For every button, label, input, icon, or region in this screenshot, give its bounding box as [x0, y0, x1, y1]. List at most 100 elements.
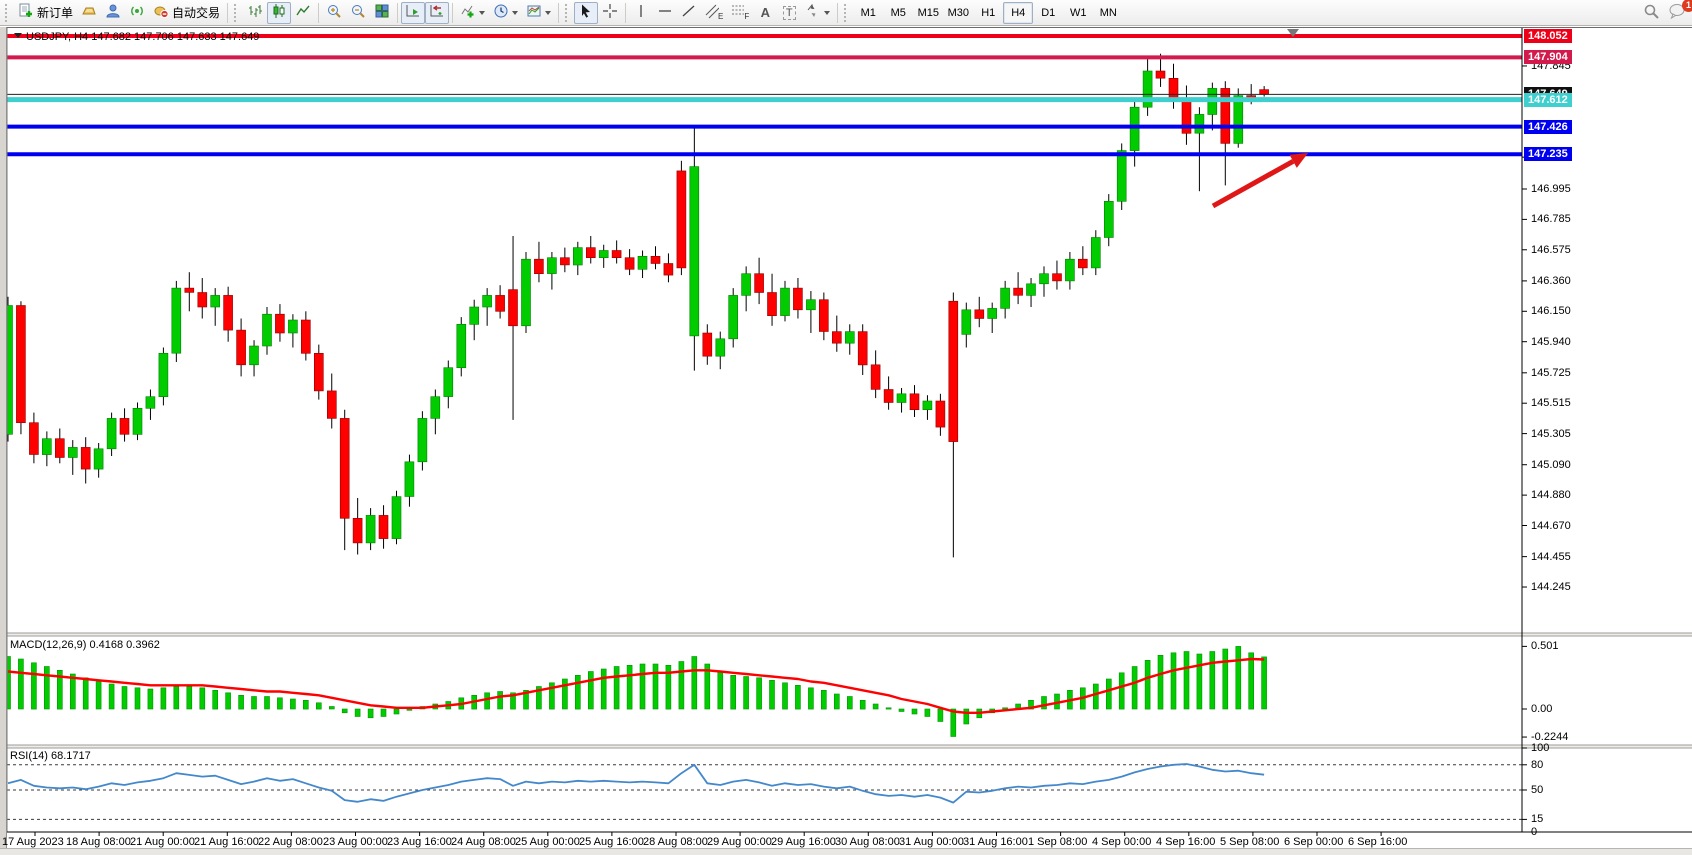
- macd-histogram-bar: [160, 687, 167, 710]
- macd-histogram-bar: [937, 708, 944, 722]
- timeframe-d1-button[interactable]: D1: [1041, 6, 1056, 19]
- macd-histogram-bar: [1002, 707, 1008, 710]
- macd-histogram-bar: [1093, 683, 1099, 710]
- new-order-button[interactable]: 新订单: [14, 2, 77, 24]
- timeframe-m1-button[interactable]: M1: [860, 6, 876, 19]
- bear-candle: [16, 305, 26, 423]
- gold-quotes-button[interactable]: [77, 2, 101, 24]
- timeframe-m5-button[interactable]: M5: [890, 6, 906, 19]
- toolbar-separator: [227, 2, 229, 23]
- crosshair-button[interactable]: [598, 2, 622, 24]
- bear-candle: [935, 400, 946, 428]
- timeframe-m15-button[interactable]: M15: [917, 6, 939, 19]
- timeframe-w1-button[interactable]: W1: [1070, 6, 1087, 19]
- bull-candle: [572, 247, 583, 266]
- auto-scroll-button[interactable]: [401, 1, 426, 24]
- text-label-button[interactable]: T: [777, 2, 801, 24]
- zoom-out-button[interactable]: [346, 2, 370, 24]
- text-button[interactable]: A: [753, 2, 777, 24]
- bull-candle: [521, 258, 531, 327]
- timeframe-h1-button[interactable]: H1: [981, 6, 996, 19]
- chart-shift-marker-icon[interactable]: [1287, 29, 1299, 37]
- signal-button[interactable]: [125, 2, 149, 24]
- line-chart-button[interactable]: [291, 2, 315, 24]
- toolbar-grip: [234, 3, 240, 22]
- bull-candle: [93, 448, 104, 470]
- periods-button[interactable]: [489, 2, 522, 24]
- macd-histogram-bar: [717, 671, 724, 710]
- bull-candle: [288, 319, 298, 334]
- macd-histogram-bar: [911, 708, 918, 715]
- profile-button[interactable]: [101, 2, 125, 24]
- bear-candle: [1013, 287, 1023, 296]
- macd-histogram-bar: [108, 683, 115, 710]
- trendline-button[interactable]: [677, 2, 701, 24]
- macd-histogram-bar: [380, 708, 387, 717]
- vertical-line-button[interactable]: [629, 2, 653, 24]
- bear-candle: [352, 517, 363, 544]
- fibonacci-button[interactable]: F: [727, 2, 753, 24]
- templates-button[interactable]: [522, 2, 555, 24]
- candlestick-chart-button[interactable]: [267, 1, 292, 24]
- bull-candle: [68, 447, 78, 458]
- macd-histogram-bar: [1131, 666, 1138, 710]
- bear-candle: [624, 257, 635, 270]
- bear-candle: [650, 255, 661, 264]
- new-order-icon: [18, 3, 34, 22]
- arrows-button[interactable]: [801, 2, 834, 24]
- macd-histogram-bar: [898, 708, 905, 712]
- bear-candle: [611, 250, 622, 258]
- bear-candle: [560, 257, 570, 266]
- vertical-line-icon: [633, 3, 649, 22]
- bull-candle: [780, 287, 790, 316]
- macd-histogram-bar: [82, 677, 89, 710]
- macd-histogram-bar: [950, 708, 957, 737]
- macd-histogram-bar: [691, 656, 698, 710]
- chart-menu-arrow-icon[interactable]: [14, 32, 22, 42]
- auto-trading-icon: [153, 3, 169, 22]
- cursor-button[interactable]: [574, 1, 599, 24]
- main-toolbar: 新订单 自动交易: [0, 0, 1692, 26]
- macd-histogram-bar: [277, 697, 283, 710]
- bull-candle: [456, 323, 467, 368]
- macd-histogram-bar: [782, 682, 788, 710]
- bear-candle: [870, 364, 881, 390]
- equidistant-channel-button[interactable]: E: [701, 2, 727, 24]
- macd-histogram-bar: [639, 663, 646, 710]
- bear-candle: [236, 329, 246, 366]
- bear-candle: [54, 438, 65, 458]
- chat-button[interactable]: 1: [1664, 0, 1692, 24]
- search-button[interactable]: [1639, 2, 1664, 24]
- timeframe-m30-button[interactable]: M30: [947, 6, 969, 19]
- bull-candle: [1142, 70, 1153, 108]
- bull-candle: [741, 273, 751, 296]
- new-order-label: 新订单: [37, 6, 74, 20]
- macd-histogram-bar: [562, 678, 568, 710]
- bear-candle: [1155, 70, 1166, 79]
- zoom-in-button[interactable]: [322, 2, 346, 24]
- macd-histogram-bar: [147, 688, 154, 710]
- bull-candle: [844, 331, 855, 344]
- macd-histogram-bar: [1106, 678, 1112, 710]
- macd-histogram-bar: [302, 699, 309, 710]
- auto-trading-button[interactable]: 自动交易: [149, 2, 224, 24]
- toolbar-separator: [452, 2, 454, 23]
- indicators-button[interactable]: [456, 2, 489, 24]
- bar-chart-button[interactable]: [243, 2, 267, 24]
- toolbar-grip: [844, 3, 850, 22]
- timeframe-mn-button[interactable]: MN: [1099, 6, 1117, 19]
- text-label-icon: T: [782, 5, 796, 20]
- bull-candle: [443, 367, 454, 397]
- bull-candle: [41, 438, 52, 455]
- tile-windows-button[interactable]: [370, 2, 394, 24]
- bull-candle: [417, 418, 428, 463]
- bull-candle: [158, 352, 169, 397]
- horizontal-line-button[interactable]: [653, 2, 677, 24]
- trend-arrow-annotation[interactable]: [1211, 159, 1295, 209]
- timeframe-h4-button[interactable]: H4: [1003, 1, 1034, 24]
- bear-candle: [119, 418, 130, 435]
- chart-shift-button[interactable]: [425, 1, 450, 24]
- bull-candle: [249, 345, 259, 366]
- fibo-tag-label: F: [744, 12, 750, 21]
